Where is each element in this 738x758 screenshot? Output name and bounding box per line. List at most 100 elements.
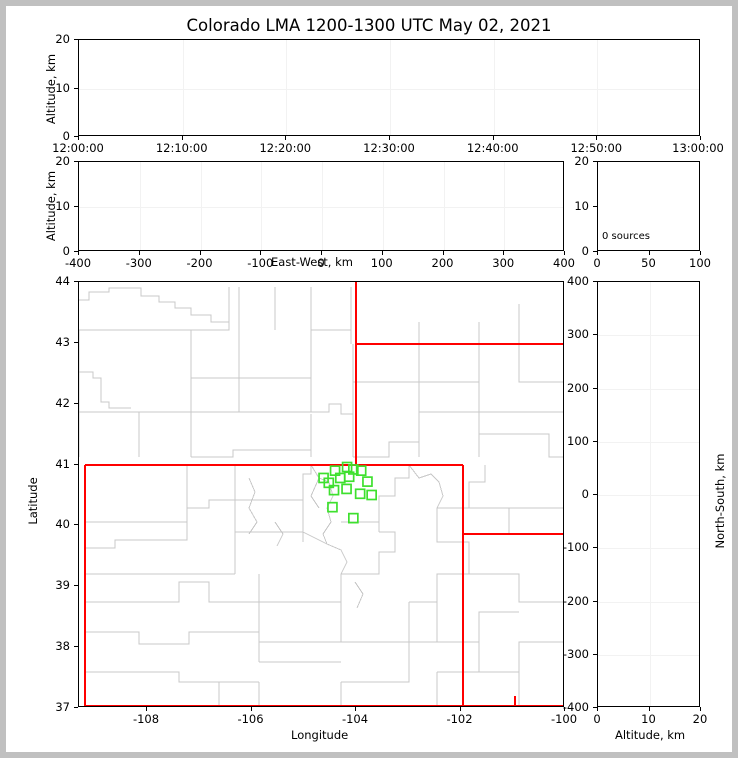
tick-mark bbox=[199, 251, 201, 255]
tick-label-x: -200 bbox=[186, 256, 213, 270]
tick-mark bbox=[250, 707, 252, 711]
tick-label-x: -108 bbox=[132, 712, 160, 726]
panel-time-altitude[interactable] bbox=[78, 39, 700, 136]
map-boundaries bbox=[79, 282, 563, 706]
tick-label-y: -200 bbox=[562, 593, 589, 608]
tick-label-y: 0 bbox=[62, 129, 70, 143]
tick-mark bbox=[593, 494, 597, 495]
lma-station-marker bbox=[341, 461, 353, 473]
tick-label-y: 43 bbox=[55, 335, 70, 349]
tick-mark bbox=[74, 206, 78, 207]
source-count-annotation: 0 sources bbox=[602, 231, 650, 242]
tick-label-x: -102 bbox=[446, 712, 473, 726]
tick-label-x: 20 bbox=[692, 712, 708, 726]
tick-mark bbox=[648, 251, 650, 255]
tick-mark bbox=[146, 707, 147, 711]
tick-label-y: 10 bbox=[55, 199, 70, 213]
tick-mark bbox=[74, 464, 78, 465]
tick-label-y: 38 bbox=[55, 639, 70, 653]
gridline bbox=[598, 548, 699, 550]
tick-label-y: -400 bbox=[562, 700, 589, 714]
tick-label-x: 0 bbox=[593, 256, 601, 270]
gridline bbox=[139, 162, 141, 250]
tick-label-y: -100 bbox=[562, 540, 589, 555]
lma-station-marker bbox=[343, 471, 355, 483]
axis-label-altitude-2: Altitude, km bbox=[44, 170, 58, 242]
lma-station-marker bbox=[354, 488, 366, 500]
tick-label-x: 0 bbox=[317, 256, 325, 270]
tick-label-x: 13:00:00 bbox=[672, 141, 724, 155]
tick-mark bbox=[74, 524, 78, 525]
tick-mark bbox=[503, 251, 505, 255]
tick-mark bbox=[492, 136, 494, 140]
tick-mark bbox=[700, 251, 701, 255]
tick-mark bbox=[593, 161, 597, 162]
tick-label-x: 50 bbox=[641, 256, 656, 270]
tick-mark bbox=[321, 251, 322, 255]
tick-label-x: -400 bbox=[64, 256, 92, 270]
tick-label-y: 0 bbox=[581, 244, 589, 258]
gridline bbox=[598, 601, 699, 603]
gridline bbox=[200, 162, 202, 250]
tick-label-x: 12:10:00 bbox=[155, 141, 208, 155]
tick-mark bbox=[593, 281, 597, 282]
gridline bbox=[597, 40, 599, 135]
tick-label-y: 40 bbox=[55, 517, 70, 531]
gridline bbox=[649, 282, 651, 706]
axis-label-altitude-1: Altitude, km bbox=[44, 53, 58, 125]
panel-longitude-latitude-map[interactable] bbox=[78, 281, 564, 707]
tick-mark bbox=[593, 206, 597, 207]
tick-label-y: 0 bbox=[62, 244, 70, 258]
gridline bbox=[504, 162, 506, 250]
gridline bbox=[182, 40, 184, 135]
tick-label-x: 10 bbox=[641, 712, 656, 726]
tick-mark bbox=[564, 707, 565, 711]
tick-label-x: -104 bbox=[341, 712, 369, 726]
tick-mark bbox=[74, 281, 78, 282]
gridline bbox=[598, 654, 699, 656]
axis-label-eastwest: East-West, km bbox=[271, 255, 353, 269]
tick-mark bbox=[74, 403, 78, 404]
lma-station-marker bbox=[341, 483, 352, 495]
lma-station-marker bbox=[327, 501, 338, 513]
tick-label-x: 12:40:00 bbox=[466, 141, 519, 155]
tick-mark bbox=[138, 251, 140, 255]
gridline bbox=[443, 162, 445, 250]
tick-mark bbox=[74, 39, 78, 40]
tick-mark bbox=[74, 87, 78, 89]
tick-mark bbox=[700, 136, 701, 140]
tick-label-y: 37 bbox=[55, 700, 70, 714]
tick-mark bbox=[181, 136, 183, 140]
tick-label-x: -106 bbox=[237, 712, 264, 726]
tick-label-y: 400 bbox=[567, 274, 589, 288]
gridline bbox=[261, 162, 263, 250]
axis-label-northsouth: North-South, km bbox=[713, 453, 727, 549]
tick-mark bbox=[593, 707, 597, 708]
tick-label-x: 12:20:00 bbox=[259, 141, 312, 155]
panel-altitude-histogram[interactable]: 0 sources bbox=[597, 161, 700, 251]
lma-station-marker bbox=[362, 476, 373, 487]
tick-label-y: 20 bbox=[574, 154, 589, 168]
tick-mark bbox=[593, 440, 597, 442]
tick-mark bbox=[442, 251, 444, 255]
tick-label-x: 100 bbox=[689, 256, 711, 270]
tick-label-x: 100 bbox=[370, 256, 393, 270]
tick-label-y: 42 bbox=[55, 396, 70, 410]
tick-mark bbox=[74, 136, 78, 137]
panel-altitude-northsouth[interactable] bbox=[597, 281, 700, 707]
tick-mark bbox=[355, 707, 356, 711]
gridline bbox=[382, 162, 384, 250]
axis-label-latitude: Latitude bbox=[26, 477, 40, 525]
tick-label-y: 44 bbox=[55, 274, 70, 288]
tick-label-x: -300 bbox=[125, 256, 152, 270]
tick-label-x: 12:30:00 bbox=[363, 141, 415, 155]
tick-label-x: 12:50:00 bbox=[570, 141, 623, 155]
tick-label-y: 300 bbox=[567, 327, 589, 342]
tick-label-x: 300 bbox=[492, 256, 515, 270]
tick-mark bbox=[597, 707, 598, 711]
panel-eastwest-altitude[interactable] bbox=[78, 161, 564, 251]
tick-mark bbox=[593, 547, 597, 549]
tick-mark bbox=[381, 251, 383, 255]
tick-label-y: 20 bbox=[55, 32, 70, 46]
gridline bbox=[79, 88, 699, 90]
